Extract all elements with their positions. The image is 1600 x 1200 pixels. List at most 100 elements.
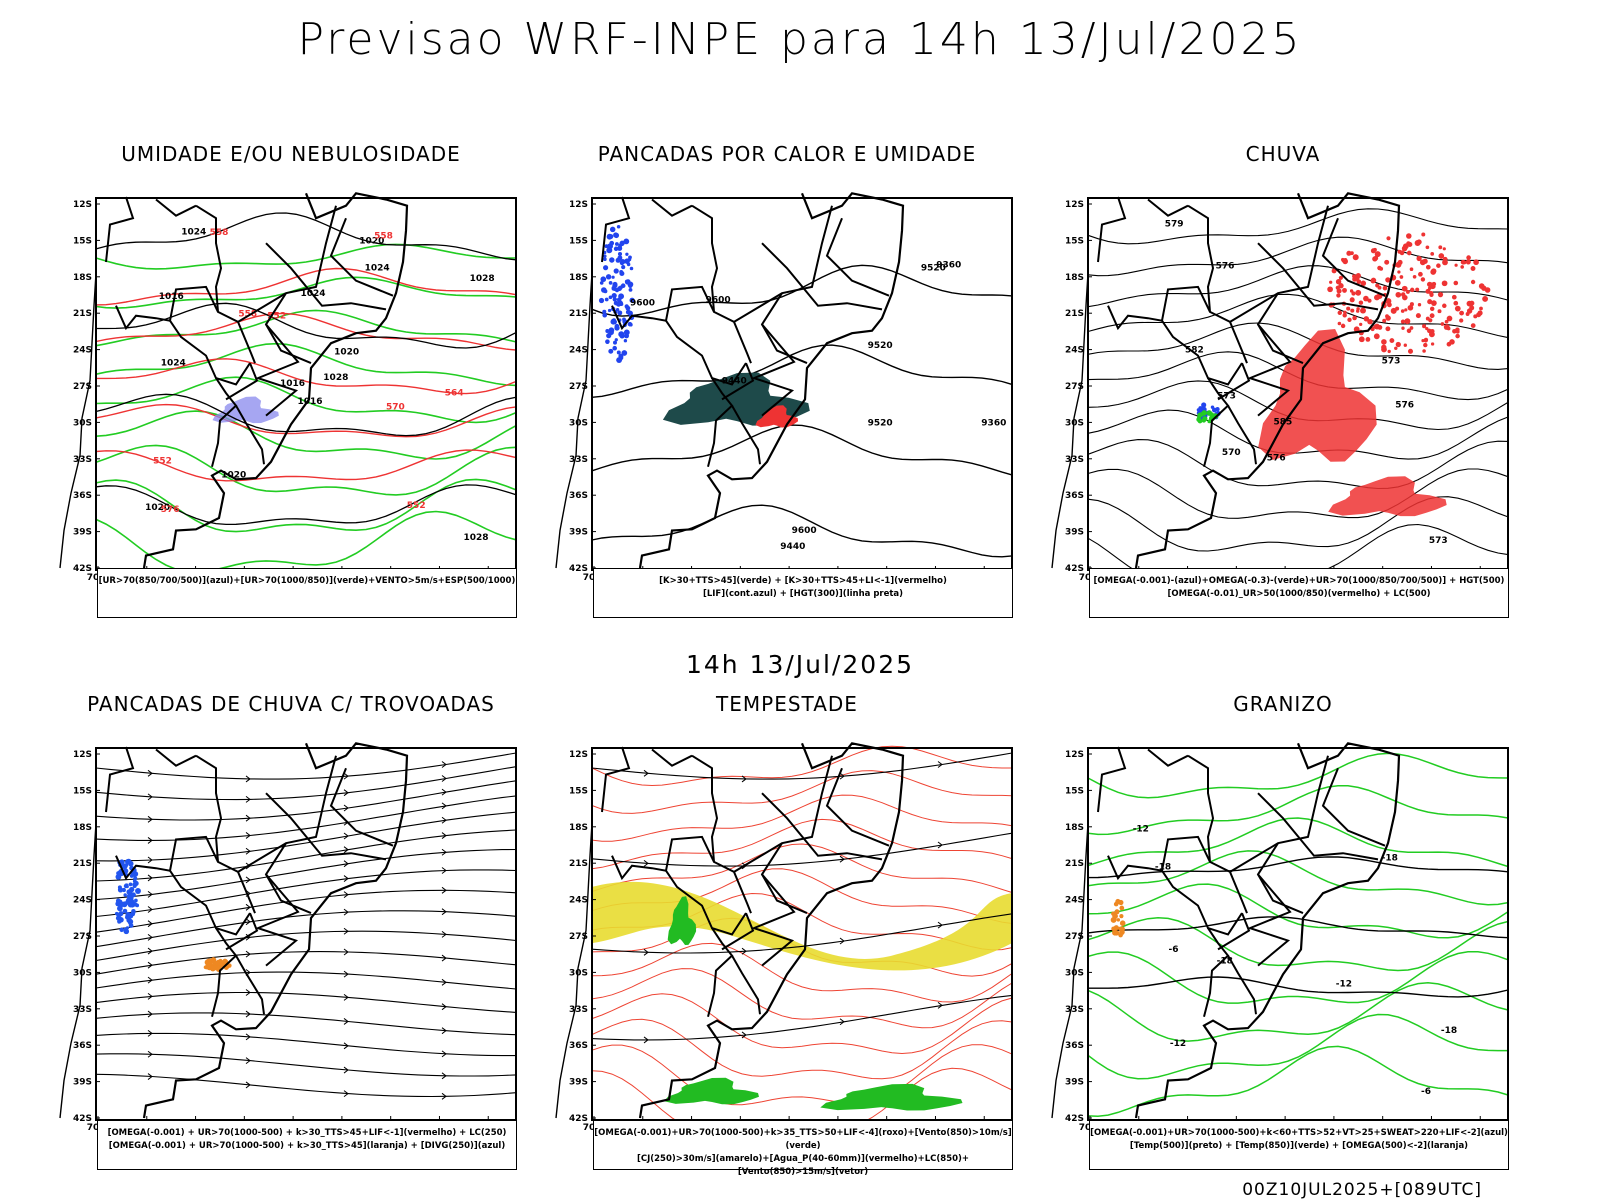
streamline-arrow xyxy=(245,1057,251,1065)
lat-tick-label: 21S xyxy=(1065,859,1084,869)
legend-tempestade: [OMEGA(-0.001)+UR>70(1000-500)+k>35_TTS>… xyxy=(593,1120,1013,1177)
streamline-arrow xyxy=(343,846,349,854)
streamline-arrow xyxy=(343,993,349,1001)
lat-tick-label: 30S xyxy=(73,418,92,428)
plot-background xyxy=(592,198,1012,570)
streamline-arrow xyxy=(441,1072,447,1080)
state-border xyxy=(195,754,256,914)
rain-speckle xyxy=(1470,279,1476,285)
state-border xyxy=(211,377,238,468)
lifted-index-contour xyxy=(603,265,609,271)
streamline-arrow xyxy=(441,954,447,962)
legend-line: [OMEGA(-0.001)+UR>70(1000-500)+k>35_TTS>… xyxy=(594,1128,1012,1151)
rain-speckle xyxy=(1437,309,1442,314)
rain-speckle xyxy=(1409,287,1415,293)
lat-tick-label: 36S xyxy=(73,1041,92,1051)
state-border xyxy=(665,320,747,386)
rain-speckle xyxy=(1395,291,1402,298)
lat-tick-label: 15S xyxy=(569,786,588,796)
lifted-index-contour xyxy=(601,287,607,293)
contour-label: -12 xyxy=(1170,1039,1186,1049)
lat-tick-label: 12S xyxy=(1065,200,1084,210)
contour-label: 1024 xyxy=(365,263,390,273)
page-title: Previsao WRF-INPE para 14h 13/Jul/2025 xyxy=(297,14,1303,65)
state-border xyxy=(761,242,883,311)
rain-speckle xyxy=(1399,275,1404,279)
temp-850-contour xyxy=(1087,982,1509,1042)
lifted-index-contour xyxy=(613,268,619,274)
legend-line: [OMEGA(-0.001) + UR>70(1000-500) + k>30_… xyxy=(108,1141,506,1151)
lat-tick-label: 21S xyxy=(569,309,588,319)
legend-line: [LIF](cont.azul) + [HGT(300)](linha pret… xyxy=(702,589,904,599)
lifted-index-contour xyxy=(615,308,620,312)
lifted-index-contour xyxy=(619,270,625,277)
rain-speckle xyxy=(1442,303,1447,309)
rain-speckle xyxy=(1422,324,1427,329)
state-border xyxy=(1187,754,1248,914)
state-border xyxy=(1147,198,1189,217)
humidity-contour xyxy=(95,410,517,460)
streamline-arrow xyxy=(343,1066,349,1074)
divergence-area xyxy=(133,880,139,887)
humidity-contour xyxy=(95,444,517,496)
coastline xyxy=(638,742,905,1119)
rain-speckle xyxy=(1466,255,1471,260)
lat-tick-label: 24S xyxy=(1065,896,1084,906)
plot-background xyxy=(96,748,516,1120)
rain-speckle xyxy=(1360,280,1367,287)
state-border xyxy=(169,870,251,936)
rain-speckle xyxy=(1404,318,1411,325)
height-contour xyxy=(1087,236,1509,277)
state-border xyxy=(1227,955,1257,1015)
rain-speckle xyxy=(1337,310,1343,316)
rain-speckle xyxy=(1356,307,1360,311)
humidity-contour xyxy=(95,478,517,533)
divergence-area xyxy=(130,871,136,877)
streamline-arrow xyxy=(741,947,747,955)
rain-speckle xyxy=(1449,339,1455,345)
lat-tick-label: 30S xyxy=(1065,968,1084,978)
state-border xyxy=(751,323,796,417)
streamline-arrow xyxy=(343,875,349,882)
lat-tick-label: 18S xyxy=(1065,823,1084,833)
coastline xyxy=(142,192,409,569)
rain-speckle xyxy=(1446,315,1453,322)
lat-tick-label: 39S xyxy=(73,528,92,538)
rain-speckle xyxy=(1377,285,1382,290)
omega-area xyxy=(1210,405,1215,409)
lat-tick-label: 15S xyxy=(569,236,588,246)
rain-speckle xyxy=(1430,342,1435,346)
rain-speckle xyxy=(1418,271,1423,277)
contour-label: 582 xyxy=(1185,345,1204,355)
divergence-area xyxy=(128,919,134,925)
rain-speckle xyxy=(1385,326,1391,332)
omega-area xyxy=(1201,402,1207,408)
jet-stream-area xyxy=(592,881,1012,971)
state-border xyxy=(1257,242,1379,311)
state-border xyxy=(1097,746,1127,813)
streamline-arrow xyxy=(937,1001,943,1009)
temp-850-contour xyxy=(1087,784,1509,836)
map-plot: 9600 960095209600952094409520944093609360… xyxy=(555,192,1013,583)
rain-speckle xyxy=(1437,291,1444,298)
streamline-arrow xyxy=(441,886,447,894)
omega-500-area xyxy=(1118,926,1123,931)
rain-speckle xyxy=(1470,266,1476,271)
contour-label: 564 xyxy=(445,388,464,398)
contour-label: 576 xyxy=(1216,261,1235,271)
panel-title: UMIDADE E/OU NEBULOSIDADE xyxy=(121,142,461,166)
rain-speckle xyxy=(1387,349,1391,354)
rain-speckle xyxy=(1373,255,1379,261)
state-border xyxy=(265,242,387,311)
lifted-index-contour xyxy=(612,297,617,302)
streamline-arrow xyxy=(147,992,153,1000)
lat-tick-label: 18S xyxy=(73,823,92,833)
lat-tick-label: 18S xyxy=(569,273,588,283)
rain-speckle xyxy=(1443,324,1450,330)
state-border xyxy=(1247,323,1292,417)
humidity-contour xyxy=(95,243,516,270)
rain-speckle xyxy=(1453,300,1459,306)
streamline-arrow xyxy=(245,876,251,884)
lifted-index-contour xyxy=(614,323,620,329)
streamline-arrow xyxy=(147,815,153,823)
